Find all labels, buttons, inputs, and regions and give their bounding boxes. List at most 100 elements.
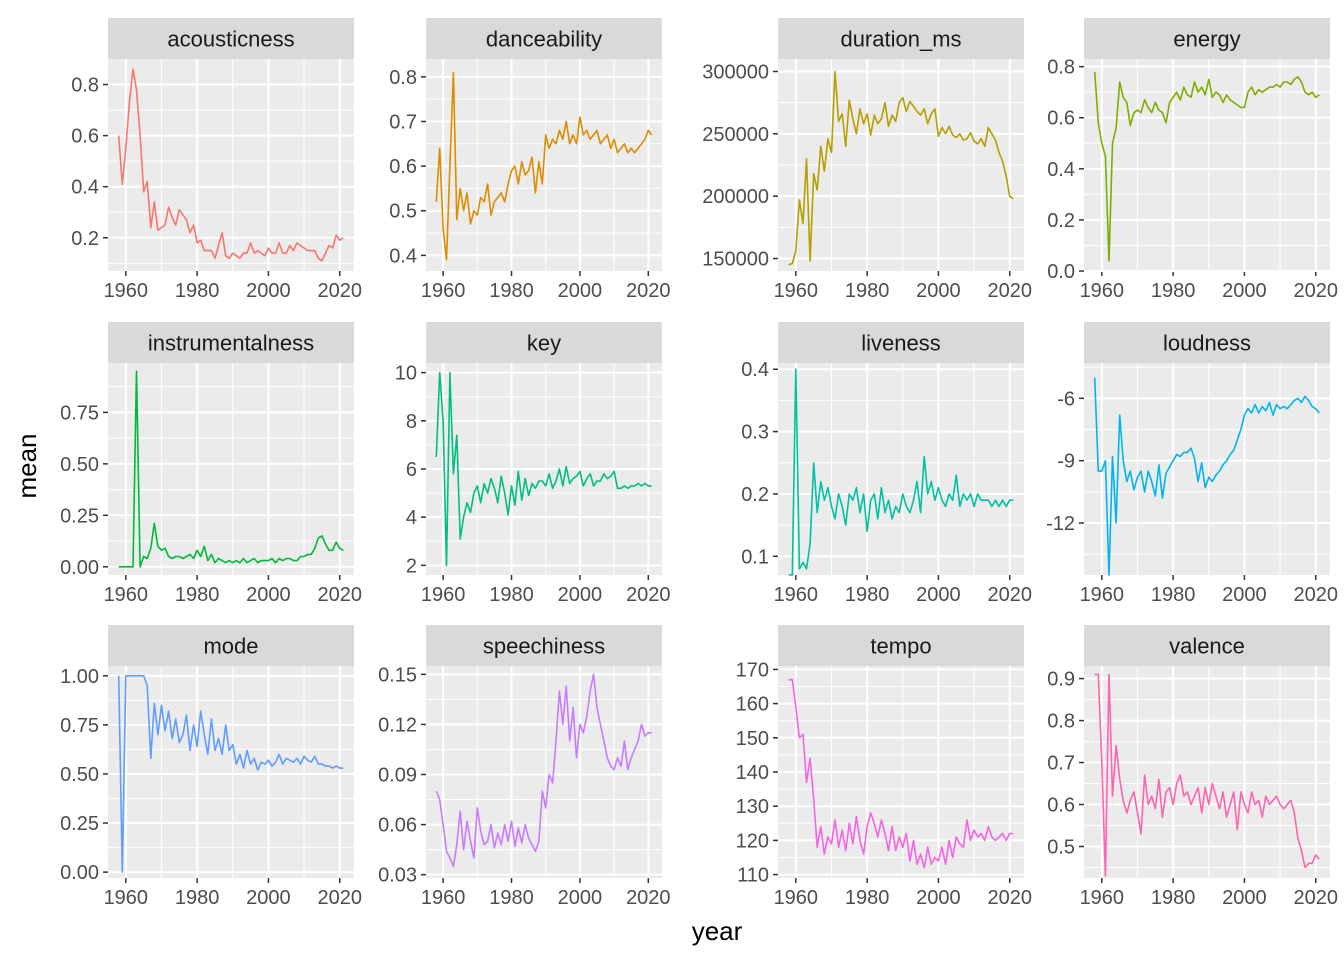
series-line-loudness	[1093, 377, 1320, 576]
y-tick-label: 8	[406, 411, 417, 433]
y-tick-label: 0.8	[1047, 711, 1075, 733]
x-tick-label: 1980	[175, 280, 220, 302]
series-line-acousticness	[117, 68, 344, 262]
facet-panel-loudness: loudness 1960 1980 2000 2020 -12 -9 -6	[1046, 322, 1338, 606]
series-line-tempo	[788, 678, 1014, 869]
y-tick-label: 150000	[702, 249, 769, 271]
x-tick-label: 1980	[1151, 280, 1196, 302]
y-tick-label: 0.4	[71, 177, 99, 199]
plot-background	[778, 363, 1024, 575]
facet-strip-label: tempo	[870, 634, 931, 659]
x-tick-label: 1960	[774, 280, 819, 302]
facet-strip	[108, 322, 354, 363]
y-tick-label: -12	[1046, 513, 1075, 535]
facet-panels: acousticness 1960 1980 2000 2020 0.2 0.4 0.6 0.8…	[60, 18, 1338, 909]
y-tick-label: 0.50	[60, 764, 99, 786]
y-tick-label: 2	[406, 555, 417, 577]
y-tick-label: 0.15	[378, 664, 417, 686]
x-tick-label: 1960	[104, 887, 149, 909]
y-tick-label: 0.7	[1047, 753, 1075, 775]
x-tick-label: 2020	[317, 887, 362, 909]
facet-panel-speechiness: speechiness 1960 1980 2000 2020 0.03 0.06 0.09 0…	[378, 625, 671, 909]
y-tick-label: 0.2	[71, 228, 99, 250]
x-tick-label: 2000	[1222, 280, 1267, 302]
y-tick-label: -9	[1057, 451, 1075, 473]
x-tick-label: 2020	[987, 887, 1032, 909]
x-tick-label: 1960	[421, 584, 466, 606]
x-tick-label: 1960	[421, 887, 466, 909]
y-tick-label: 0.25	[60, 813, 99, 835]
x-tick-label: 2000	[1222, 887, 1267, 909]
facet-panel-liveness: liveness 1960 1980 2000 2020 0.1 0.2 0.3 0.4	[741, 322, 1032, 606]
facet-panel-danceability: danceability 1960 1980 2000 2020 0.4 0.5 0.6 0.7…	[389, 18, 671, 302]
x-tick-label: 2020	[317, 584, 362, 606]
y-tick-label: 300000	[702, 61, 769, 83]
y-tick-label: 0.2	[741, 484, 769, 506]
y-tick-label: 0.3	[741, 422, 769, 444]
y-tick-label: 10	[395, 363, 417, 385]
facet-panel-tempo: tempo 1960 1980 2000 2020 110 120 130 140 150 160 1…	[736, 625, 1032, 909]
facet-strip-label: instrumentalness	[148, 331, 314, 356]
x-tick-label: 2020	[626, 584, 671, 606]
x-tick-label: 1960	[104, 280, 149, 302]
facet-panel-key: key 1960 1980 2000 2020 2 4 6 8 10	[395, 322, 671, 606]
y-tick-label: 150	[736, 728, 769, 750]
plot-background	[1084, 666, 1330, 878]
x-tick-label: 2000	[916, 584, 961, 606]
y-tick-label: 0.03	[378, 865, 417, 887]
x-tick-label: 2020	[626, 280, 671, 302]
x-tick-label: 1980	[489, 887, 534, 909]
x-tick-label: 2000	[246, 887, 291, 909]
facet-strip	[426, 625, 662, 666]
y-tick-label: 0.4	[389, 245, 417, 267]
y-tick-label: 0.06	[378, 815, 417, 837]
x-tick-label: 2000	[246, 280, 291, 302]
y-tick-label: -6	[1057, 388, 1075, 410]
y-tick-label: 0.6	[71, 126, 99, 148]
x-tick-label: 2020	[987, 280, 1032, 302]
y-tick-label: 4	[406, 507, 417, 529]
y-tick-label: 0.9	[1047, 669, 1075, 691]
facet-strip-label: liveness	[861, 331, 940, 356]
facet-strip	[1084, 18, 1330, 59]
y-tick-label: 6	[406, 459, 417, 481]
x-tick-label: 2020	[987, 584, 1032, 606]
series-line-energy	[1093, 71, 1320, 262]
y-tick-label: 110	[737, 865, 769, 887]
y-tick-label: 0.75	[60, 402, 99, 424]
y-tick-label: 0.12	[378, 714, 417, 736]
series-line-duration_ms	[788, 70, 1014, 266]
y-tick-label: 120	[736, 830, 769, 852]
y-tick-label: 0.7	[389, 111, 417, 133]
x-tick-label: 1980	[489, 280, 534, 302]
x-tick-label: 2000	[1222, 584, 1267, 606]
x-tick-label: 2000	[558, 887, 603, 909]
facet-strip-label: danceability	[486, 27, 602, 52]
y-tick-label: 140	[736, 762, 769, 784]
x-tick-label: 1980	[845, 887, 890, 909]
plot-background	[1084, 363, 1330, 575]
x-tick-label: 2000	[916, 280, 961, 302]
x-tick-label: 2020	[1293, 584, 1338, 606]
facet-strip-label: speechiness	[483, 634, 605, 659]
y-tick-label: 0.2	[1047, 210, 1075, 232]
y-tick-label: 0.6	[389, 156, 417, 178]
x-tick-label: 1960	[774, 887, 819, 909]
y-tick-label: 0.5	[389, 201, 417, 223]
x-tick-label: 1960	[1080, 887, 1125, 909]
y-tick-label: 0.4	[1047, 159, 1075, 181]
facet-strip-label: energy	[1173, 27, 1240, 52]
y-tick-label: 0.75	[60, 715, 99, 737]
series-line-instrumentalness	[118, 370, 344, 568]
x-tick-label: 2020	[1293, 887, 1338, 909]
x-axis-title: year	[692, 916, 743, 946]
y-tick-label: 0.6	[1047, 108, 1075, 130]
x-tick-label: 1960	[774, 584, 819, 606]
facet-panel-energy: energy 1960 1980 2000 2020 0.0 0.2 0.4 0.6 0.8	[1047, 18, 1338, 302]
x-tick-label: 2020	[626, 887, 671, 909]
facet-panel-valence: valence 1960 1980 2000 2020 0.5 0.6 0.7 0.8 0.9	[1047, 625, 1338, 909]
y-tick-label: 0.50	[60, 454, 99, 476]
facet-strip	[778, 625, 1024, 666]
y-tick-label: 160	[736, 694, 769, 716]
plot-background	[108, 666, 354, 878]
